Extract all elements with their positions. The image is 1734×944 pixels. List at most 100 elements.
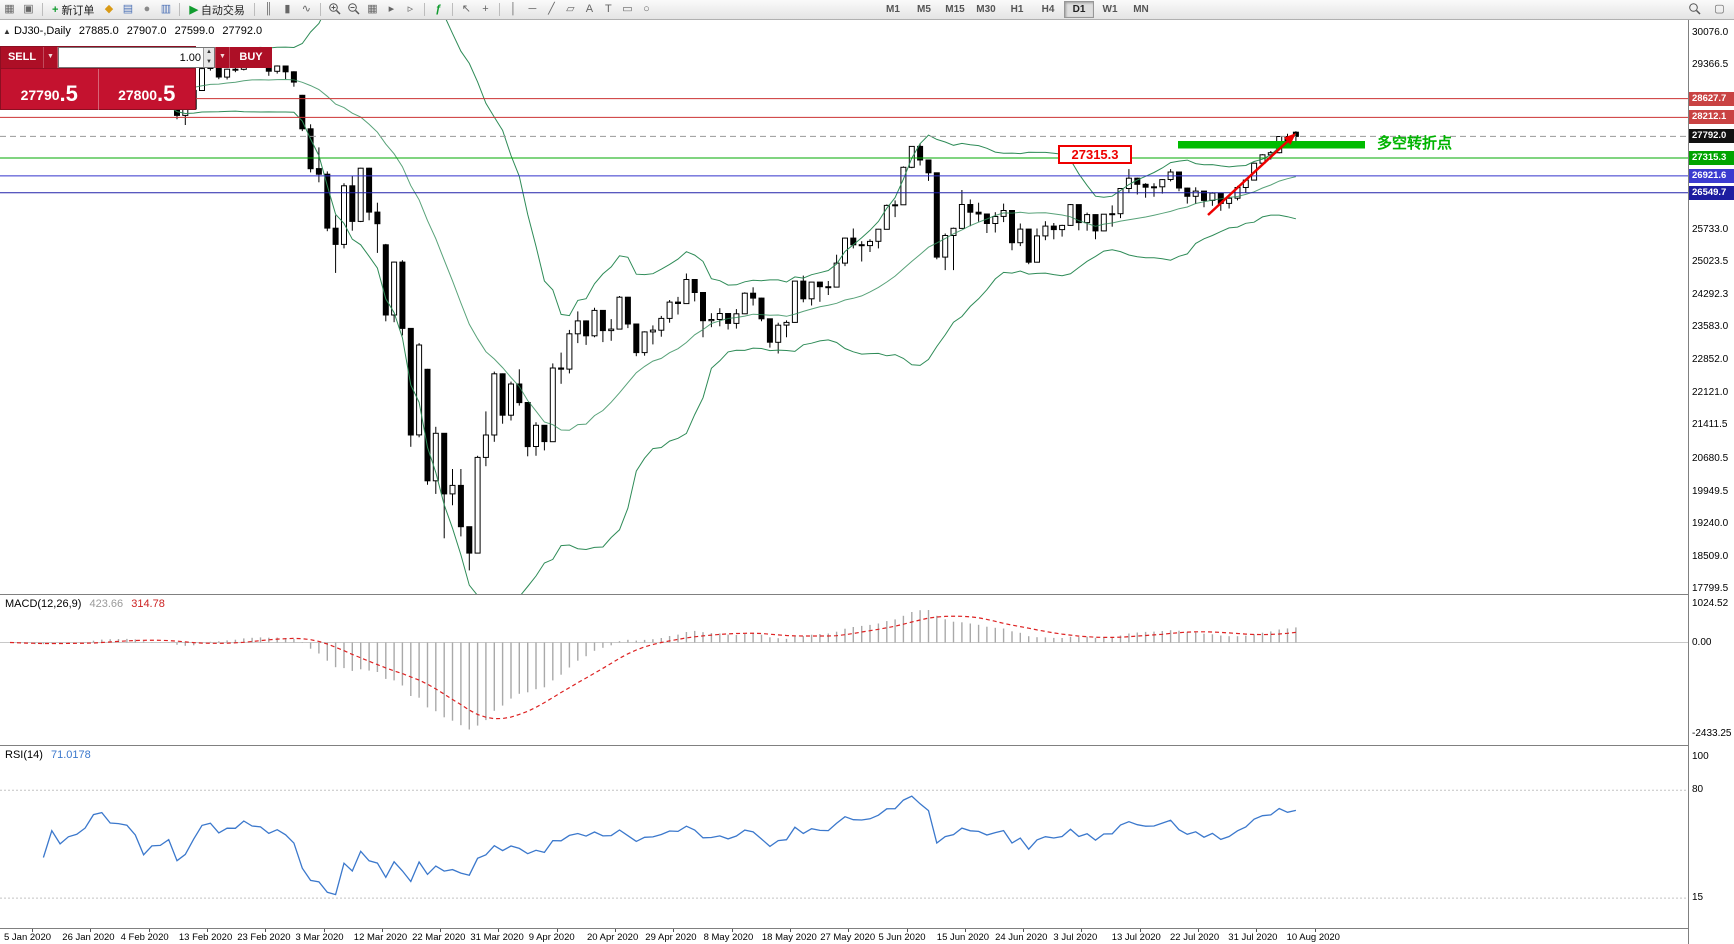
candlestick-chart-type-icon[interactable]: ▮ [284, 3, 291, 15]
toolbar-separator [423, 3, 425, 16]
time-axis-tick [556, 929, 558, 932]
date-label: 3 Mar 2020 [295, 932, 344, 943]
tab-timeframe-M5[interactable]: M5 [917, 4, 931, 15]
macd-main-value: 423.66 [89, 598, 124, 610]
price-axis-label: 19949.5 [1692, 485, 1729, 497]
date-label: 26 Jan 2020 [62, 932, 115, 943]
macd-axis-label: 1024.52 [1692, 598, 1729, 609]
time-axis-tick [32, 929, 33, 932]
time-axis-tick [440, 929, 442, 932]
toolbar-separator [42, 3, 43, 16]
time-axis-tick [206, 929, 208, 932]
price-axis-divider [1688, 19, 1689, 944]
tab-timeframe-M15[interactable]: M15 [945, 4, 965, 15]
macd-panel-divider[interactable] [0, 594, 1734, 595]
tile-windows-icon[interactable]: ▦ [367, 3, 378, 15]
time-axis-tick [265, 929, 267, 932]
rsi-panel-divider[interactable] [0, 745, 1734, 746]
vertical-line-tool-icon[interactable]: │ [509, 3, 517, 15]
rsi-panel-canvas[interactable] [0, 746, 1688, 928]
chart-window-icon[interactable]: ▦ [4, 3, 15, 15]
time-axis-tick [615, 929, 616, 932]
new-order-button[interactable]: + 新订单 [47, 1, 99, 18]
date-label: 24 Jun 2020 [995, 932, 1048, 943]
rsi-axis-label: 15 [1692, 892, 1704, 904]
market-watch-icon[interactable]: ◆ [104, 3, 114, 15]
tab-timeframe-H4[interactable]: H4 [1041, 4, 1055, 15]
price-axis-label: 19240.0 [1692, 517, 1729, 529]
volume-increase-button[interactable]: ▲ [203, 48, 214, 58]
text-tool-icon[interactable]: A [585, 3, 594, 15]
sell-price-frac: .5 [59, 81, 78, 106]
buy-options-dropdown[interactable]: ▼ [215, 47, 230, 68]
sell-button[interactable]: SELL [1, 47, 43, 68]
tab-timeframe-M30[interactable]: M30 [976, 4, 996, 15]
tab-timeframe-M1[interactable]: M1 [886, 4, 900, 15]
new-chart-icon[interactable]: ▢ [1714, 3, 1725, 15]
line-chart-type-icon[interactable]: ∿ [301, 3, 312, 15]
date-label: 31 Jul 2020 [1228, 932, 1278, 943]
indicators-icon[interactable]: ƒ [435, 3, 442, 15]
time-axis-tick [731, 929, 733, 932]
time-axis-tick [323, 929, 325, 932]
time-axis-tick [1256, 929, 1258, 932]
crosshair-icon[interactable]: + [482, 3, 489, 15]
volume-input[interactable] [59, 48, 203, 67]
bar-chart-type-icon[interactable]: ║ [264, 3, 273, 15]
tab-timeframe-MN[interactable]: MN [1133, 4, 1149, 15]
autotrading-button[interactable]: ▶ 自动交易 [184, 1, 249, 18]
tab-timeframe-H1[interactable]: H1 [1010, 4, 1024, 15]
one-click-trading-panel: SELL ▼ ▲ ▼ ▼ BUY 27790.5 27800.5 [0, 46, 272, 110]
channel-tool-icon[interactable]: ▱ [566, 3, 575, 15]
chart-shift-icon[interactable]: ▹ [407, 3, 414, 15]
tab-timeframe-W1[interactable]: W1 [1102, 4, 1118, 15]
price-axis-label: 22852.0 [1692, 354, 1729, 366]
price-axis[interactable]: 30076.0 29366.5 25733.0 25023.5 24292.3 23583… [1689, 0, 1734, 944]
auto-scroll-icon[interactable]: ▸ [388, 3, 395, 15]
time-axis-tick [1314, 929, 1316, 932]
horizontal-line-tool-icon[interactable]: ─ [528, 3, 537, 15]
date-label: 12 Mar 2020 [353, 932, 408, 943]
macd-name: MACD(12,26,9) [5, 598, 82, 610]
toolbar-separator [498, 3, 500, 16]
date-label: 8 May 2020 [703, 932, 754, 943]
label-tool-icon[interactable]: T [605, 3, 612, 15]
buy-price-main: 27800 [118, 87, 158, 103]
window-layout-icon[interactable]: ▣ [23, 3, 34, 15]
zoom-in-icon[interactable] [326, 2, 343, 17]
date-label: 20 Apr 2020 [587, 932, 639, 943]
tab-timeframe-D1[interactable]: D1 [1064, 1, 1094, 18]
ellipse-tool-icon[interactable]: ○ [643, 3, 650, 15]
date-label: 5 Jun 2020 [878, 932, 926, 943]
rsi-value: 71.0178 [50, 749, 91, 761]
date-label: 27 May 2020 [820, 932, 876, 943]
autotrading-label: 自动交易 [200, 4, 245, 17]
trendline-tool-icon[interactable]: ╱ [548, 3, 555, 15]
time-axis[interactable]: 5 Jan 2020 26 Jan 2020 4 Feb 2020 13 Feb 20… [0, 929, 1688, 944]
price-axis-label: 20680.5 [1692, 452, 1729, 464]
macd-panel-canvas[interactable] [0, 595, 1688, 745]
price-line-badge: 26549.7 [1689, 185, 1734, 200]
buy-button[interactable]: BUY [230, 47, 272, 68]
terminal-icon[interactable]: ▥ [160, 3, 172, 15]
sell-price-button[interactable]: 27790.5 [1, 69, 99, 110]
support-zone-bar [1178, 141, 1365, 149]
data-window-icon[interactable]: ▤ [122, 3, 134, 15]
time-axis-tick [1139, 929, 1141, 932]
shapes-tool-icon[interactable]: ▭ [622, 3, 633, 15]
price-callout-annotation[interactable]: 27315.3 [1058, 145, 1132, 164]
date-label: 3 Jul 2020 [1053, 932, 1098, 943]
cursor-icon[interactable]: ↖ [461, 3, 472, 15]
toolbar-separator [179, 3, 181, 16]
navigator-icon[interactable]: ● [143, 3, 151, 15]
zoom-out-icon[interactable] [345, 2, 362, 17]
volume-decrease-button[interactable]: ▼ [203, 57, 214, 67]
one-click-collapse-toggle[interactable]: ▲ [3, 27, 11, 36]
macd-axis-label: -2433.25 [1692, 728, 1732, 739]
search-icon[interactable] [1686, 2, 1703, 17]
buy-price-button[interactable]: 27800.5 [99, 69, 196, 110]
price-chart-canvas[interactable] [0, 19, 1688, 595]
sell-options-dropdown[interactable]: ▼ [43, 47, 58, 68]
price-line-badge: 27792.0 [1689, 129, 1734, 144]
date-label: 15 Jun 2020 [936, 932, 990, 943]
